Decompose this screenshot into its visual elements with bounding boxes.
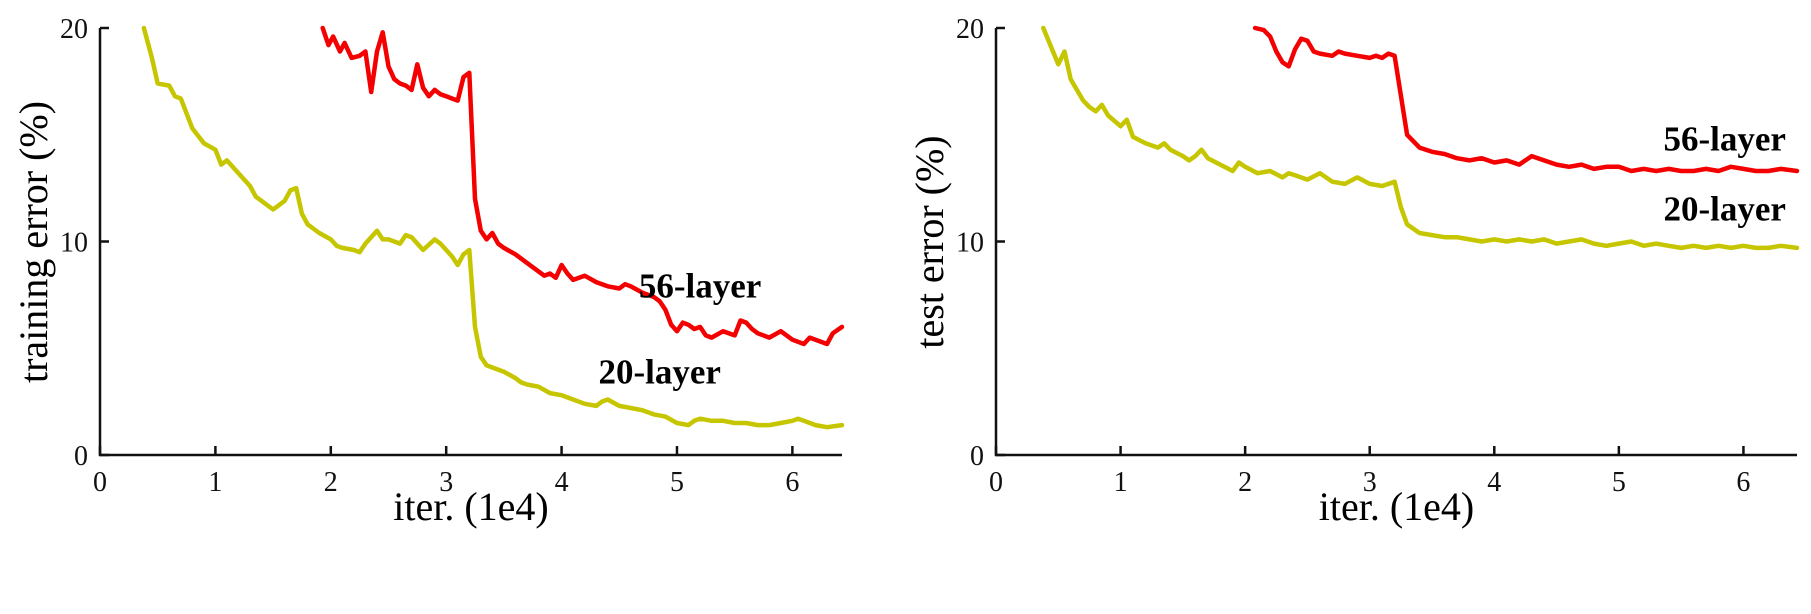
svg-text:3: 3 [1363,467,1377,498]
series-label-20-layer: 20-layer [1663,189,1786,229]
series-label-56-layer: 56-layer [638,266,762,306]
y-axis-label-training-error: training error (%) [11,100,56,383]
svg-text:4: 4 [555,467,569,498]
svg-text:6: 6 [1736,467,1750,498]
x-axis-label-iterations: iter. (1e4) [1318,484,1475,529]
svg-text:20: 20 [60,14,88,45]
test-error-plot: 0 1 2 3 4 5 6 0 10 20 [956,14,1800,498]
svg-text:5: 5 [670,467,684,498]
series-label-20-layer: 20-layer [598,352,721,392]
svg-text:5: 5 [1612,467,1626,498]
training-error-chart: 0 1 2 3 4 5 6 0 10 20 training error (%) iter. (1… [0,0,870,614]
svg-text:2: 2 [1238,467,1252,498]
svg-text:10: 10 [956,228,984,259]
svg-text:6: 6 [785,467,799,498]
y-axis-label-test-error: test error (%) [907,134,952,349]
training-error-plot: 0 1 2 3 4 5 6 0 10 20 [60,14,845,498]
svg-text:0: 0 [970,441,984,472]
svg-text:10: 10 [60,228,88,259]
svg-text:3: 3 [439,467,453,498]
svg-text:4: 4 [1487,467,1501,498]
svg-text:0: 0 [93,467,107,498]
svg-text:20: 20 [956,14,984,45]
series-label-56-layer: 56-layer [1663,119,1786,159]
x-axis-label-iterations: iter. (1e4) [393,484,549,529]
svg-text:1: 1 [1114,467,1128,498]
svg-text:2: 2 [324,467,338,498]
svg-text:0: 0 [74,441,88,472]
svg-text:0: 0 [989,467,1003,498]
test-error-chart: 0 1 2 3 4 5 6 0 10 20 test error (%) iter. (1e4) … [906,0,1811,614]
svg-text:1: 1 [208,467,222,498]
